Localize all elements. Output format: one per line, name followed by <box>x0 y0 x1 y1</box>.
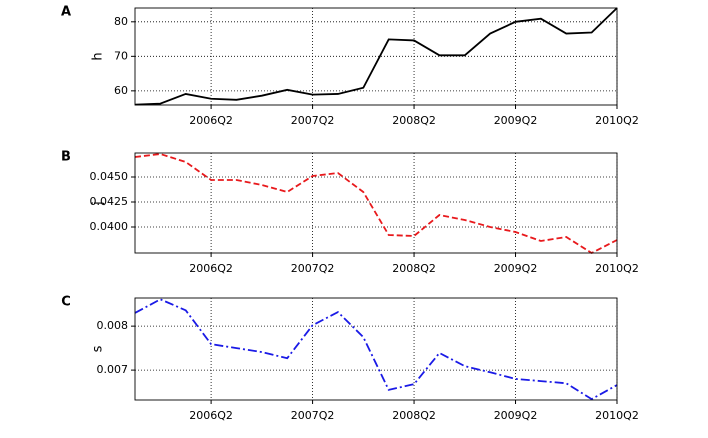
axes-frame <box>134 7 618 106</box>
panel-label: A <box>61 5 71 20</box>
axes-frame <box>134 297 618 401</box>
x-tick-label: 2009Q2 <box>494 114 538 127</box>
x-tick-label: 2008Q2 <box>392 114 436 127</box>
x-tick-label: 2007Q2 <box>291 409 335 422</box>
x-tick-label: 2010Q2 <box>595 114 639 127</box>
y-axis-label: j <box>91 201 106 206</box>
y-tick-label: 70 <box>114 49 128 62</box>
y-tick-label: 0.008 <box>97 319 129 332</box>
x-tick-label: 2007Q2 <box>291 114 335 127</box>
panel-label: B <box>61 150 71 165</box>
x-tick-label: 2006Q2 <box>189 409 233 422</box>
x-tick-label: 2010Q2 <box>595 409 639 422</box>
axes-frame <box>134 152 618 254</box>
y-axis-label: s <box>91 345 106 352</box>
x-tick-label: 2009Q2 <box>494 409 538 422</box>
x-tick-label: 2009Q2 <box>494 262 538 275</box>
x-tick-label: 2006Q2 <box>189 114 233 127</box>
y-tick-label: 0.007 <box>97 363 129 376</box>
data-line <box>134 298 618 401</box>
data-line <box>134 153 618 255</box>
x-tick-label: 2006Q2 <box>189 262 233 275</box>
y-tick-label: 0.0450 <box>90 170 129 183</box>
y-tick-label: 80 <box>114 15 128 28</box>
x-tick-label: 2010Q2 <box>595 262 639 275</box>
y-tick-label: 0.0400 <box>90 220 129 233</box>
x-tick-label: 2008Q2 <box>392 409 436 422</box>
panel-label: C <box>61 295 71 310</box>
data-line <box>134 7 618 106</box>
x-tick-label: 2008Q2 <box>392 262 436 275</box>
y-tick-label: 0.0425 <box>90 195 129 208</box>
y-axis-label: h <box>91 52 106 60</box>
y-tick-label: 60 <box>114 84 128 97</box>
x-tick-label: 2007Q2 <box>291 262 335 275</box>
